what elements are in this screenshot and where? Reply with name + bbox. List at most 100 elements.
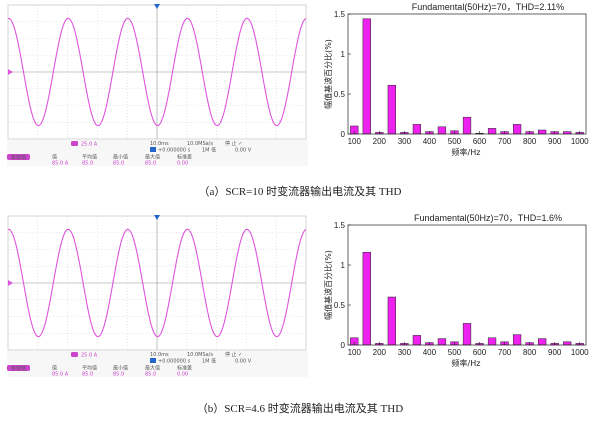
scope-status-bar (7, 140, 308, 166)
x-tick-label: 100 (348, 137, 362, 146)
scope-svg: 25.0 A 10.0ms 10.0MSa/s 停 止 ✓ +0.000000 s 1M … (7, 215, 308, 378)
x-tick-label: 400 (423, 348, 437, 357)
trigger-marker-icon[interactable] (154, 215, 160, 220)
scope-status-bar (7, 351, 308, 377)
x-tick-label: 1000 (571, 137, 589, 146)
chart-title: Fundamental(50Hz)=70，THD=1.6% (414, 213, 562, 223)
x-tick-label: 200 (373, 137, 387, 146)
harmonic-bar (437, 126, 447, 135)
y-tick-label: 1 (341, 50, 346, 59)
measure-header: 值 (52, 154, 57, 161)
time-icon (150, 147, 156, 152)
measure-header: 最小值 (113, 154, 128, 161)
measure-type: 有效值 (11, 154, 26, 161)
time-offset: +0.000000 s (158, 359, 191, 365)
harmonic-bar (538, 129, 547, 135)
channel-marker-icon[interactable] (8, 280, 13, 286)
y-axis-label: 幅值基波百分比(%) (323, 250, 333, 320)
harmonic-bar (437, 338, 447, 346)
panel-a: 25.0 A 10.0ms 10.0MSa/s 停 止 ✓ +0.000000 s 1M … (0, 0, 600, 211)
x-tick-label: 600 (473, 348, 487, 357)
harmonic-bar (487, 128, 497, 135)
harmonic-chart-svg: Fundamental(50Hz)=70，THD=1.6% 0 0.5 1 1.5 100… (323, 213, 589, 368)
trigger-level: 0.00 V (235, 148, 252, 154)
measure-value: 85.0 (145, 372, 156, 378)
measure-value: 0.00 (177, 161, 188, 167)
measure-header: 标准差 (177, 365, 192, 372)
run-mode: 停 止 ✓ (225, 351, 242, 358)
measure-value: 85.0 A (52, 372, 69, 378)
x-tick-label: 200 (373, 348, 387, 357)
measure-header: 最大值 (145, 365, 160, 372)
y-tick-label: 0 (341, 341, 346, 350)
measure-value: 85.0 A (52, 161, 69, 167)
harmonic-chart: Fundamental(50Hz)=70，THD=1.6% 0 0.5 1 1.5 100… (322, 211, 594, 377)
channel-marker-icon[interactable] (8, 69, 13, 75)
y-tick-label: 1 (341, 261, 346, 270)
harmonic-chart: Fundamental(50Hz)=70，THD=2.11% 0 0.5 1 1.5 10… (322, 0, 594, 166)
measure-header: 平均值 (82, 365, 97, 372)
harmonic-bar (362, 18, 371, 135)
y-tick-label: 0.5 (334, 90, 346, 99)
x-tick-label: 1000 (571, 348, 589, 357)
run-mode: 停 止 ✓ (225, 140, 242, 147)
harmonic-bar (462, 116, 472, 135)
panel-b: 25.0 A 10.0ms 10.0MSa/s 停 止 ✓ +0.000000 s 1M … (0, 211, 600, 422)
sample-rate: 10.0MSa/s (187, 352, 213, 358)
oscilloscope-screen: 25.0 A 10.0ms 10.0MSa/s 停 止 ✓ +0.000000 s 1M … (7, 215, 308, 378)
x-tick-label: 500 (448, 137, 462, 146)
y-tick-label: 0 (341, 130, 346, 139)
time-offset: +0.000000 s (158, 148, 191, 154)
harmonic-bar (412, 124, 422, 135)
caption: （b）SCR=4.6 时变流器输出电流及其 THD (196, 403, 404, 415)
coupling-label: 1M 低 (202, 147, 216, 154)
x-tick-label: 700 (498, 137, 512, 146)
measure-header: 标准差 (177, 154, 192, 161)
harmonic-bar (563, 341, 572, 346)
y-tick-label: 0.5 (334, 301, 346, 310)
current-waveform (7, 228, 307, 338)
chart-title: Fundamental(50Hz)=70，THD=2.11% (412, 2, 564, 12)
timebase-value: 10.0ms (150, 141, 169, 147)
x-tick-label: 700 (498, 348, 512, 357)
channel-badge (71, 141, 78, 146)
trigger-marker-icon[interactable] (154, 4, 160, 9)
measure-header: 最大值 (145, 154, 160, 161)
channel-badge (71, 352, 78, 357)
plot-frame (347, 224, 587, 346)
harmonic-bar (387, 84, 396, 135)
harmonic-bar (487, 337, 497, 346)
measure-value: 85.0 (82, 372, 93, 378)
measure-header: 平均值 (82, 154, 97, 161)
channel-scale: 25.0 A (81, 353, 98, 359)
measure-value: 85.0 (113, 161, 124, 167)
plot-frame (347, 13, 587, 135)
x-axis-label: 频率/Hz (452, 358, 481, 368)
time-icon (150, 358, 156, 363)
channel-scale: 25.0 A (81, 142, 98, 148)
y-tick-label: 1.5 (334, 10, 346, 19)
coupling-label: 1M 低 (202, 358, 216, 365)
measure-value: 85.0 (145, 161, 156, 167)
x-tick-label: 300 (398, 137, 412, 146)
trigger-level: 0.00 V (235, 359, 252, 365)
measure-value: 85.0 (82, 161, 93, 167)
x-tick-label: 500 (448, 348, 462, 357)
measure-header: 最小值 (113, 365, 128, 372)
measure-badge (7, 365, 30, 371)
y-axis-label: 幅值基波百分比(%) (323, 39, 333, 109)
measure-badge (7, 154, 30, 160)
measure-value: 85.0 (113, 372, 124, 378)
harmonic-bar (462, 323, 472, 346)
harmonic-bar (362, 251, 371, 346)
harmonic-bar (563, 131, 572, 135)
harmonic-bar (512, 124, 522, 135)
current-waveform (7, 17, 307, 127)
x-tick-label: 900 (548, 137, 562, 146)
harmonic-bar (512, 334, 522, 346)
harmonic-bar (412, 335, 422, 346)
harmonic-chart-svg: Fundamental(50Hz)=70，THD=2.11% 0 0.5 1 1.5 10… (323, 2, 589, 157)
x-tick-label: 400 (423, 137, 437, 146)
x-tick-label: 100 (348, 348, 362, 357)
caption: （a）SCR=10 时变流器输出电流及其 THD (198, 186, 402, 198)
